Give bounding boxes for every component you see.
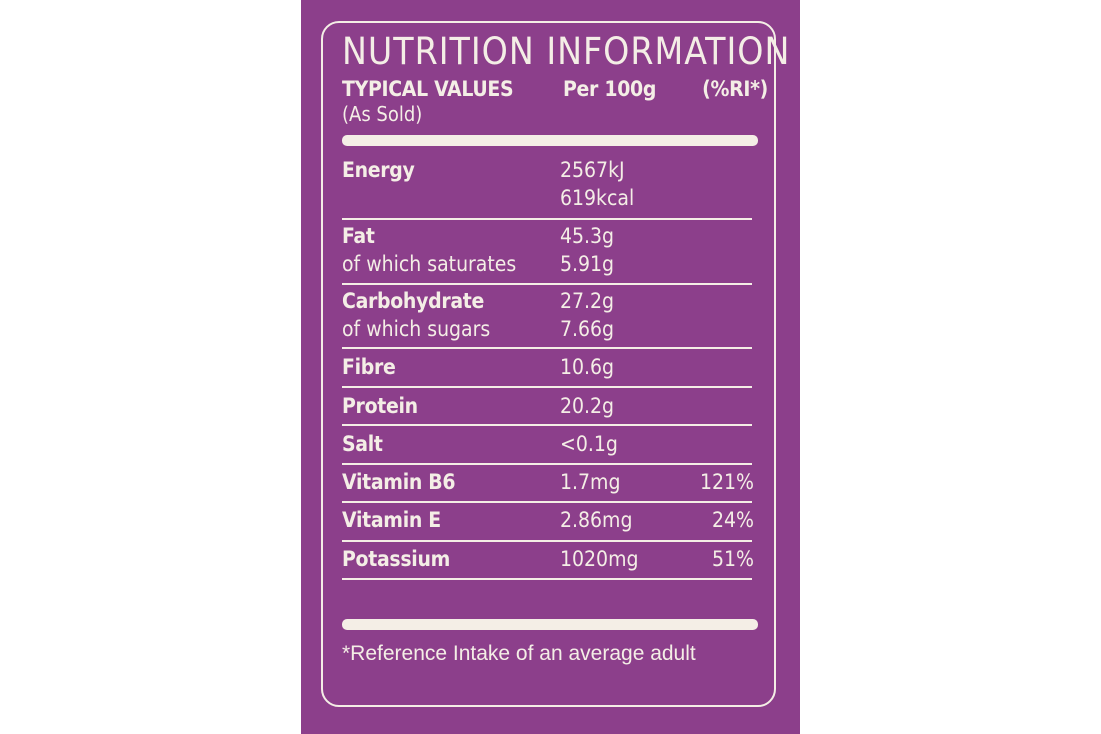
header-typical-values: TYPICAL VALUES bbox=[342, 77, 514, 101]
row-vitamin-e-ri: 24% bbox=[712, 508, 754, 532]
row-energy-kcal: 619kcal bbox=[560, 186, 635, 210]
row-fat-saturates-value: 5.91g bbox=[560, 252, 615, 276]
row-divider bbox=[342, 463, 752, 465]
row-divider bbox=[342, 283, 752, 285]
row-sugars-name: of which sugars bbox=[342, 317, 491, 341]
row-divider bbox=[342, 501, 752, 503]
row-protein-name: Protein bbox=[342, 394, 418, 418]
row-divider bbox=[342, 540, 752, 542]
row-carbohydrate-value: 27.2g bbox=[560, 289, 615, 313]
row-vitamin-e-value: 2.86mg bbox=[560, 508, 633, 532]
row-fat-name: Fat bbox=[342, 224, 375, 248]
header-as-sold: (As Sold) bbox=[342, 102, 423, 126]
row-vitamin-b6-name: Vitamin B6 bbox=[342, 470, 456, 494]
reference-intake-footnote: *Reference Intake of an average adult bbox=[342, 642, 696, 665]
footer-divider-bar bbox=[342, 619, 758, 630]
row-fat-saturates-name: of which saturates bbox=[342, 252, 517, 276]
row-energy-name: Energy bbox=[342, 158, 415, 182]
row-salt-value: <0.1g bbox=[560, 432, 618, 456]
row-protein-value: 20.2g bbox=[560, 394, 615, 418]
row-potassium-name: Potassium bbox=[342, 547, 451, 571]
nutrition-label-panel: NUTRITION INFORMATION TYPICAL VALUES (As… bbox=[301, 0, 800, 734]
row-divider bbox=[342, 578, 752, 580]
row-vitamin-b6-value: 1.7mg bbox=[560, 470, 621, 494]
row-divider bbox=[342, 386, 752, 388]
header-divider-bar bbox=[342, 135, 758, 146]
header-ri: (%RI*) bbox=[702, 77, 768, 101]
row-sugars-value: 7.66g bbox=[560, 317, 615, 341]
row-vitamin-e-name: Vitamin E bbox=[342, 508, 441, 532]
row-fibre-value: 10.6g bbox=[560, 355, 615, 379]
row-carbohydrate-name: Carbohydrate bbox=[342, 289, 485, 313]
row-fibre-name: Fibre bbox=[342, 355, 396, 379]
row-divider bbox=[342, 218, 752, 220]
row-energy-kj: 2567kJ bbox=[560, 158, 625, 182]
row-potassium-value: 1020mg bbox=[560, 547, 639, 571]
row-vitamin-b6-ri: 121% bbox=[699, 470, 754, 494]
label-title: NUTRITION INFORMATION bbox=[342, 30, 791, 73]
row-divider bbox=[342, 424, 752, 426]
row-salt-name: Salt bbox=[342, 432, 383, 456]
row-potassium-ri: 51% bbox=[712, 547, 754, 571]
header-per-100g: Per 100g bbox=[563, 77, 657, 101]
row-fat-value: 45.3g bbox=[560, 224, 615, 248]
row-divider bbox=[342, 347, 752, 349]
label-border-frame bbox=[321, 21, 776, 707]
